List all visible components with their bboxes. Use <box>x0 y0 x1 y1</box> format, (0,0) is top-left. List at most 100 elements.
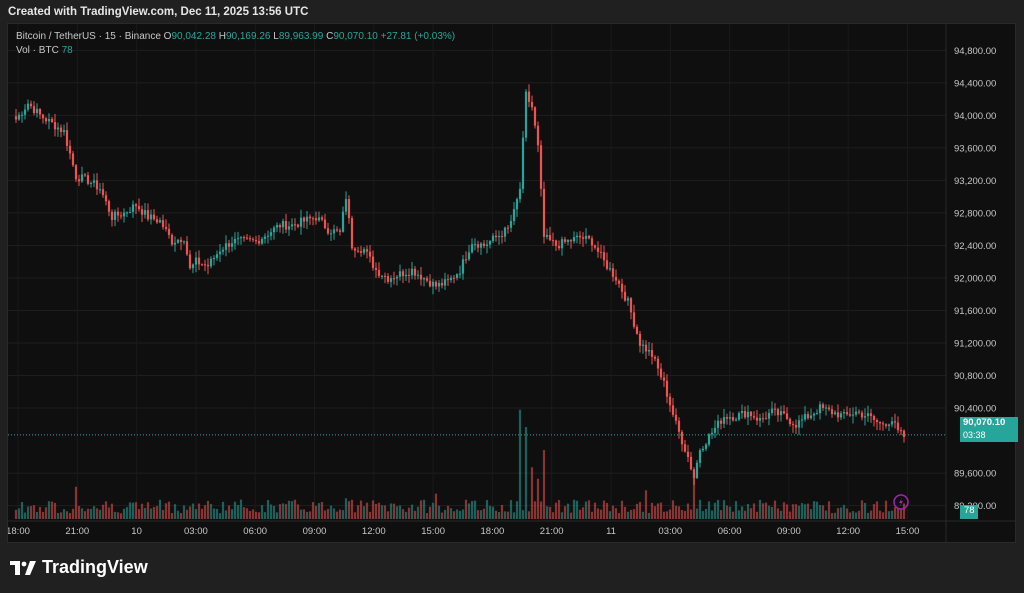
volume-bar <box>800 503 804 519</box>
candle-body <box>632 312 636 327</box>
candle-body <box>221 249 225 252</box>
candle-body <box>731 417 735 421</box>
candle-body <box>575 235 579 238</box>
legend-volume-label[interactable]: Vol · BTC <box>16 45 59 56</box>
candle-body <box>185 241 189 255</box>
candle-body <box>467 252 471 260</box>
volume-bar <box>470 501 474 519</box>
candle-body <box>143 210 147 215</box>
candle-body <box>656 358 660 369</box>
candle-body <box>824 407 828 409</box>
volume-bar <box>251 509 255 519</box>
volume-bar <box>179 513 183 519</box>
volume-bar <box>344 498 348 519</box>
volume-bar <box>869 510 873 519</box>
volume-bar <box>764 502 768 519</box>
volume-bar <box>818 505 822 519</box>
volume-bar <box>311 502 315 519</box>
candle-body <box>437 282 441 287</box>
volume-bar <box>845 508 849 519</box>
candle-body <box>389 278 393 282</box>
candle-body <box>419 274 423 280</box>
volume-bar <box>545 506 549 519</box>
candle-body <box>65 130 69 146</box>
volume-bar <box>116 512 120 519</box>
legend-open-label: O <box>163 31 172 42</box>
volume-bar <box>410 504 414 519</box>
volume-bar <box>848 512 852 519</box>
candle-body <box>344 199 348 212</box>
volume-bar <box>170 513 174 519</box>
candle-body <box>281 221 285 228</box>
candle-body <box>440 282 444 286</box>
volume-bar <box>332 508 336 519</box>
candle-body <box>869 413 873 417</box>
volume-bar <box>227 505 231 519</box>
volume-bar <box>494 510 498 519</box>
volume-bar <box>239 499 243 519</box>
candle-body <box>113 211 117 220</box>
candle-body <box>872 416 876 420</box>
candle-body <box>515 199 519 210</box>
bar-countdown: 03:38 <box>963 430 986 440</box>
volume-bar <box>608 511 612 519</box>
candle-body <box>332 229 336 234</box>
candle-body <box>572 237 576 242</box>
candle-body <box>638 333 642 346</box>
y-tick-label: 90,800.00 <box>954 371 996 382</box>
lightning-icon <box>893 494 909 510</box>
candle-body <box>284 221 288 230</box>
volume-bar <box>536 478 540 519</box>
volume-bar <box>173 504 177 519</box>
candle-body <box>17 114 21 120</box>
legend-symbol[interactable]: Bitcoin / TetherUS · 15 · Binance <box>16 31 161 42</box>
volume-bar <box>527 511 531 519</box>
candlestick-chart[interactable]: 94,800.00 94,400.00 94,000.00 93,600.00 93,2… <box>8 24 1015 542</box>
y-tick-label: 92,800.00 <box>954 208 996 219</box>
volume-bar <box>587 500 591 519</box>
y-tick-label: 90,400.00 <box>954 404 996 415</box>
volume-bar <box>785 504 789 519</box>
legend-change: +27.81 (+0.03%) <box>380 31 456 42</box>
volume-bar <box>269 504 273 519</box>
x-tick-label: 03:00 <box>184 526 208 537</box>
candle-body <box>50 118 54 123</box>
tradingview-logo[interactable]: TradingView <box>10 557 148 578</box>
volume-bar <box>512 512 516 519</box>
chart-panel[interactable]: 94,800.00 94,400.00 94,000.00 93,600.00 93,2… <box>7 23 1018 543</box>
candle-body <box>851 414 855 416</box>
volume-bar <box>308 511 312 519</box>
candle-body <box>161 220 165 228</box>
candle-body <box>32 106 36 114</box>
candle-body <box>431 281 435 287</box>
candle-body <box>893 421 897 423</box>
volume-bar <box>215 508 219 519</box>
volume-bar <box>278 504 282 519</box>
candle-body <box>308 216 312 219</box>
volume-bar <box>767 505 771 519</box>
volume-bar <box>110 503 114 519</box>
candle-body <box>395 276 399 279</box>
volume-bar <box>347 501 351 519</box>
candle-body <box>257 240 261 244</box>
volume-bar <box>734 501 738 519</box>
candle-body <box>755 417 759 421</box>
candle-body <box>122 212 126 217</box>
volume-tag: 78 <box>960 505 978 519</box>
candle-body <box>524 91 528 138</box>
volume-bar <box>194 509 198 519</box>
volume-bar <box>32 505 36 519</box>
candle-body <box>155 219 159 223</box>
candle-body <box>242 237 246 239</box>
volume-bar <box>167 501 171 519</box>
candle-body <box>35 108 39 114</box>
volume-bar <box>635 503 639 519</box>
candle-body <box>371 256 375 268</box>
candle-body <box>350 218 354 249</box>
volume-bar <box>386 511 390 519</box>
candle-body <box>791 423 795 425</box>
volume-bar <box>728 506 732 519</box>
candle-body <box>203 264 207 266</box>
volume-bar <box>326 508 330 519</box>
candle-body <box>626 298 630 301</box>
